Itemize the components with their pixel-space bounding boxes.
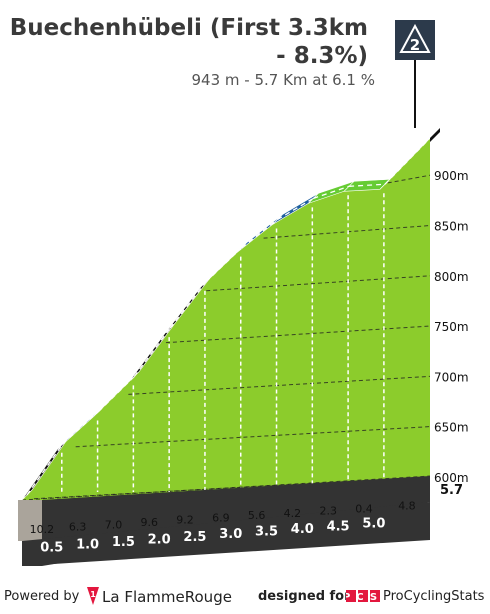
km-label-1.0: 1.0	[76, 538, 99, 553]
designed-for-text: designed for	[258, 589, 351, 604]
flamme-rouge-brand[interactable]: La FlammeRouge	[102, 588, 232, 606]
y-tick-label-750: 750m	[434, 320, 469, 334]
km-label-4.0: 4.0	[291, 522, 314, 537]
gradient-label-1: 6.3	[69, 521, 87, 534]
pcs-badge-text: PCS	[346, 592, 380, 602]
km-label-4.5: 4.5	[327, 519, 350, 534]
badge-category-number: 2	[410, 36, 420, 54]
label-layer: 900m 850m 800m 750m 700m 650m 600m 10.2 6.3 7.0 9.…	[30, 169, 469, 555]
road-centerline-0	[26, 443, 64, 496]
grid-layer	[21, 174, 431, 501]
y-tick-label-600: 600m	[434, 471, 469, 485]
y-tick-label-800: 800m	[434, 270, 469, 284]
climb-category-badge: 2	[395, 20, 435, 128]
profile-area-layer	[22, 138, 430, 500]
km-label-5.0: 5.0	[362, 517, 385, 532]
pcs-logo-icon: PCS	[346, 590, 380, 602]
grid-line-900	[387, 174, 431, 184]
road-centerline-3	[133, 327, 171, 377]
base-layer	[18, 476, 430, 566]
ground-line	[21, 475, 431, 501]
flamme-rouge-logo-icon: 1	[87, 587, 99, 605]
grid-line-800	[206, 275, 431, 292]
svg-text:1: 1	[90, 590, 96, 599]
road-layer	[21, 127, 441, 501]
road-centerline-7	[277, 197, 314, 221]
km-label-1.5: 1.5	[112, 535, 135, 550]
km-end-label: 5.7	[440, 483, 463, 498]
gradient-label-10: 4.8	[398, 500, 416, 513]
y-tick-label-850: 850m	[434, 220, 469, 234]
road-centerline-9	[349, 183, 385, 187]
rock-block	[22, 500, 42, 541]
road-centerline-10	[384, 132, 436, 185]
elevation-profile-chart: 900m 850m 800m 750m 700m 650m 600m 10.2 6.3 7.0 9.…	[18, 20, 469, 566]
grid-line-700	[128, 375, 431, 395]
gradient-label-7: 4.2	[284, 507, 302, 520]
road-centerline-4	[169, 281, 207, 329]
gradient-label-6: 5.6	[248, 509, 266, 522]
km-label-2.5: 2.5	[183, 530, 206, 545]
grid-line-650	[75, 426, 431, 448]
rock-edge	[18, 500, 22, 541]
road-end-cap	[430, 128, 440, 142]
km-label-2.0: 2.0	[148, 532, 171, 547]
procyclingstats-brand[interactable]: ProCyclingStats	[383, 589, 485, 604]
road-centerline-1	[62, 411, 100, 445]
gradient-label-3: 9.6	[141, 516, 159, 529]
base-band	[22, 502, 430, 566]
profile-area	[22, 138, 430, 500]
gradient-label-4: 9.2	[176, 514, 194, 527]
y-tick-label-650: 650m	[434, 421, 469, 435]
road-centerline-8	[313, 185, 350, 199]
gradient-label-5: 6.9	[212, 511, 230, 524]
powered-by-text: Powered by	[4, 589, 80, 604]
km-label-3.5: 3.5	[255, 525, 278, 540]
road-centerline-6	[241, 218, 278, 249]
gradient-label-2: 7.0	[105, 518, 123, 531]
badge-mountain-icon	[399, 23, 431, 53]
chart-subtitle: 943 m - 5.7 Km at 6.1 %	[191, 71, 375, 89]
y-tick-label-900: 900m	[434, 169, 469, 183]
chart-title: Buechenhübeli (First 3.3km - 8.3%)	[9, 15, 368, 69]
grid-line-750	[165, 325, 431, 344]
km-label-3.0: 3.0	[219, 527, 242, 542]
y-tick-label-700: 700m	[434, 370, 469, 384]
gradient-label-8: 2.3	[319, 505, 337, 518]
gradient-label-9: 0.4	[355, 502, 373, 515]
gradient-label-0: 10.2	[30, 523, 55, 536]
km-label-0.5: 0.5	[40, 540, 63, 555]
